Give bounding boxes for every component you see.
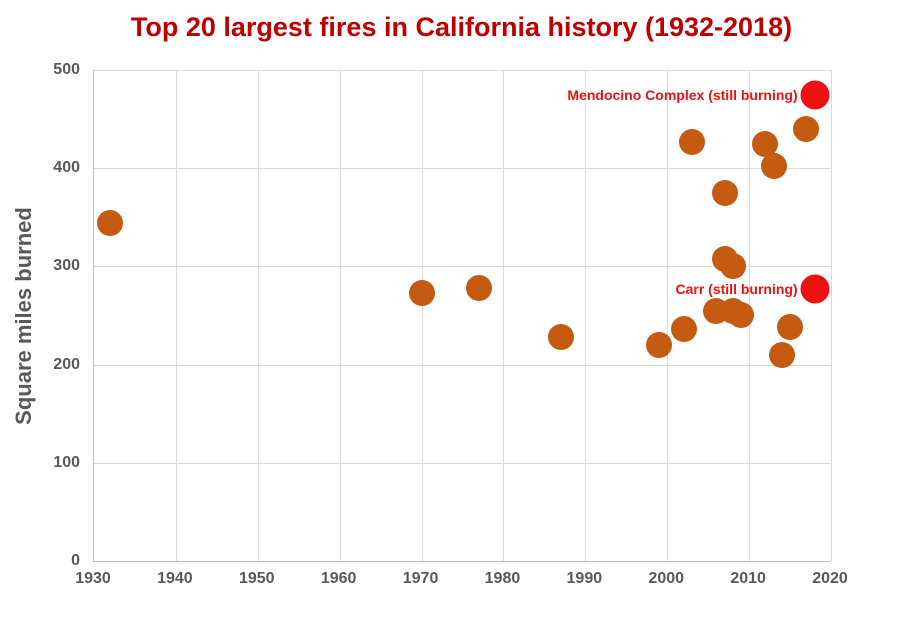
v-gridline	[585, 70, 587, 561]
v-gridline	[667, 70, 669, 561]
x-tick-label: 1960	[320, 570, 357, 587]
data-point	[97, 210, 124, 237]
data-point	[777, 314, 804, 341]
x-tick-label: 1970	[402, 570, 439, 587]
v-gridline	[175, 70, 177, 561]
chart-title: Top 20 largest fires in California histo…	[130, 12, 793, 42]
data-point	[678, 128, 705, 155]
data-point	[646, 331, 673, 358]
v-gridline	[831, 70, 832, 561]
highlight-data-point	[800, 274, 830, 304]
data-point	[719, 253, 746, 280]
x-tick-label: 1940	[157, 570, 193, 587]
h-gridline	[94, 364, 831, 366]
data-point	[768, 341, 795, 368]
data-point	[752, 130, 779, 157]
v-gridline	[421, 70, 423, 561]
highlight-data-point	[800, 80, 830, 110]
x-tick-label: 2010	[730, 570, 766, 587]
x-tick-label: 1930	[75, 570, 111, 587]
data-point	[547, 324, 574, 351]
data-point	[465, 275, 492, 301]
y-tick-label: 200	[53, 355, 80, 373]
y-tick-label: 100	[53, 453, 80, 471]
x-tick-label: 1980	[484, 570, 521, 587]
y-tick-label: 0	[71, 552, 80, 569]
x-tick-label: 1950	[238, 570, 275, 587]
h-gridline	[94, 462, 831, 464]
data-point	[760, 153, 787, 180]
x-tick-label: 1990	[566, 570, 603, 587]
x-tick-label: 2020	[812, 570, 848, 587]
v-gridline	[339, 70, 341, 561]
h-gridline	[94, 70, 831, 71]
plot-area: Mendocino Complex (still burning) Carr (s…	[93, 70, 832, 562]
data-point	[408, 279, 435, 306]
h-gridline	[94, 168, 831, 170]
data-point	[670, 316, 697, 343]
h-gridline	[94, 266, 831, 268]
y-tick-label: 300	[53, 257, 80, 275]
y-axis-title: Square miles burned	[11, 207, 36, 425]
y-tick-label: 400	[53, 159, 80, 177]
data-point	[727, 301, 754, 328]
v-gridline	[257, 70, 259, 561]
point-annotation: Mendocino Complex (still burning)	[567, 86, 798, 103]
point-annotation: Carr (still burning)	[675, 280, 798, 297]
v-gridline	[503, 70, 505, 561]
data-point	[793, 115, 820, 142]
data-point	[711, 179, 738, 206]
x-tick-label: 2000	[648, 570, 685, 587]
y-tick-label: 500	[53, 61, 80, 78]
